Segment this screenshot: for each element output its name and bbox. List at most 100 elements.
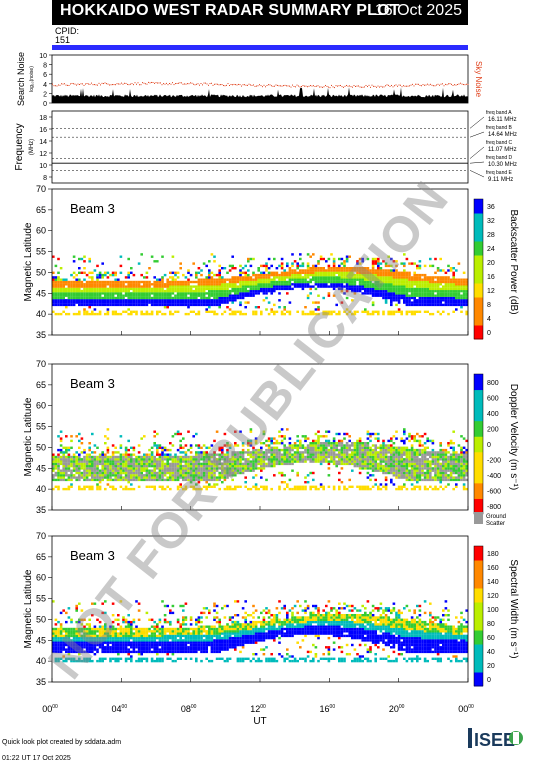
freq-band-value: 14.64 MHz: [488, 132, 517, 138]
colorbar-tick-label: 32: [487, 218, 495, 225]
scatter-cell: [434, 460, 437, 462]
scatter-cell: [432, 479, 435, 481]
scatter-cell: [148, 458, 151, 460]
scatter-cell: [153, 285, 156, 287]
scatter-cell: [398, 285, 401, 287]
scatter-cell: [190, 290, 193, 292]
scatter-cell: [179, 440, 182, 442]
scatter-cell: [294, 447, 297, 449]
scatter-cell: [96, 304, 99, 306]
scatter-cell: [172, 290, 175, 292]
scatter-cell: [86, 486, 89, 488]
scatter-cell: [190, 281, 193, 283]
scatter-cell: [263, 463, 266, 465]
scatter-cell: [252, 283, 255, 285]
scatter-cell: [463, 463, 466, 465]
scatter-cell: [304, 460, 307, 462]
scatter-cell: [343, 456, 346, 458]
scatter-cell: [382, 444, 385, 446]
scatter-cell: [354, 463, 357, 465]
scatter-cell: [304, 488, 307, 490]
sky-noise-point: [460, 83, 461, 84]
scatter-cell: [91, 301, 94, 303]
scatter-cell: [164, 299, 167, 301]
scatter-cell: [109, 456, 112, 458]
scatter-cell: [317, 442, 320, 444]
sky-noise-point: [145, 83, 146, 84]
scatter-cell: [60, 460, 63, 462]
scatter-cell: [185, 276, 188, 278]
scatter-cell: [252, 486, 255, 488]
noise-ylabel-sub: log₁₀(noise): [29, 66, 35, 92]
scatter-cell: [452, 472, 455, 474]
scatter-cell: [127, 481, 130, 483]
scatter-cell: [382, 449, 385, 451]
scatter-cell: [406, 458, 409, 460]
scatter-cell: [127, 440, 130, 442]
scatter-cell: [424, 476, 427, 478]
scatter-cell: [289, 267, 292, 269]
scatter-cell: [439, 449, 442, 451]
scatter-cell: [164, 304, 167, 306]
scatter-cell: [91, 295, 94, 297]
scatter-cell: [450, 295, 453, 297]
scatter-cell: [289, 449, 292, 451]
sky-noise-point: [114, 84, 115, 85]
scatter-cell: [133, 299, 136, 301]
scatter-cell: [450, 476, 453, 478]
scatter-cell: [78, 267, 81, 269]
sky-noise-point: [277, 85, 278, 86]
lat-ytick-label: 45: [36, 288, 46, 298]
scatter-cell: [57, 486, 60, 488]
scatter-cell: [447, 283, 450, 285]
scatter-cell: [421, 292, 424, 294]
scatter-cell: [200, 279, 203, 281]
scatter-cell: [296, 279, 299, 281]
scatter-cell: [122, 283, 125, 285]
scatter-cell: [216, 295, 219, 297]
scatter-cell: [343, 486, 346, 488]
scatter-cell: [237, 292, 240, 294]
scatter-cell: [114, 465, 117, 467]
scatter-cell: [393, 472, 396, 474]
scatter-cell: [406, 465, 409, 467]
scatter-cell: [377, 454, 380, 456]
scatter-cell: [437, 458, 440, 460]
scatter-cell: [231, 311, 234, 313]
scatter-cell: [143, 301, 146, 303]
scatter-cell: [86, 297, 89, 299]
scatter-cell: [395, 311, 398, 313]
scatter-cell: [317, 460, 320, 462]
scatter-cell: [198, 267, 201, 269]
scatter-cell: [406, 449, 409, 451]
scatter-cell: [161, 281, 164, 283]
scatter-cell: [333, 262, 336, 264]
scatter-cell: [244, 274, 247, 276]
scatter-cell: [133, 470, 136, 472]
scatter-cell: [107, 308, 110, 310]
scatter-cell: [460, 451, 463, 453]
scatter-cell: [406, 451, 409, 453]
scatter-cell: [406, 304, 409, 306]
scatter-cell: [159, 470, 162, 472]
scatter-cell: [211, 292, 214, 294]
scatter-cell: [309, 447, 312, 449]
scatter-cell: [460, 474, 463, 476]
scatter-cell: [369, 435, 372, 437]
scatter-cell: [299, 458, 302, 460]
scatter-cell: [403, 458, 406, 460]
sky-noise-point: [360, 86, 361, 87]
scatter-cell: [120, 281, 123, 283]
scatter-cell: [299, 276, 302, 278]
scatter-cell: [65, 463, 68, 465]
scatter-cell: [78, 297, 81, 299]
scatter-cell: [234, 292, 237, 294]
scatter-cell: [88, 474, 91, 476]
sky-noise-point: [243, 84, 244, 85]
scatter-cell: [99, 479, 102, 481]
scatter-cell: [94, 479, 97, 481]
scatter-cell: [450, 456, 453, 458]
scatter-cell: [224, 283, 227, 285]
scatter-cell: [151, 313, 154, 315]
scatter-cell: [263, 488, 266, 490]
